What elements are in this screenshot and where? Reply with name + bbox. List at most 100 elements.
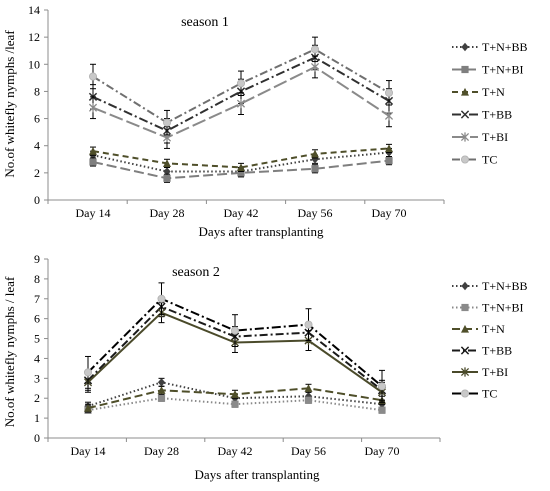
series-TC <box>89 36 393 136</box>
y-tick-label: 0 <box>34 431 40 445</box>
y-tick-label: 8 <box>34 84 40 98</box>
x-tick-label: Day 28 <box>150 206 185 220</box>
legend-entry: T+BI <box>452 130 508 144</box>
legend-label: T+N+BB <box>482 279 528 293</box>
series-T+N+BI <box>89 156 393 183</box>
data-point <box>231 400 239 408</box>
x-axis-label-season-2: Days after transplanting <box>195 467 320 482</box>
legend-label: T+BB <box>482 108 512 122</box>
legend-marker <box>460 110 470 119</box>
legend-label: T+N+BI <box>482 301 524 315</box>
y-axis-label-season-2: No.of whitefly nymphs / leaf <box>2 276 17 427</box>
data-point <box>304 396 313 404</box>
legend-marker <box>460 389 469 398</box>
data-point <box>377 382 386 391</box>
chart-title-season-1: season 1 <box>181 15 229 30</box>
chart-title-season-2: season 2 <box>172 265 220 280</box>
legend-entry: TC <box>452 387 497 401</box>
data-point <box>89 158 97 166</box>
data-point <box>84 404 92 412</box>
y-tick-label: 10 <box>28 57 40 71</box>
data-point <box>304 320 313 329</box>
x-tick-label: Day 56 <box>291 444 326 458</box>
legend-label: T+BI <box>482 130 508 144</box>
legend-entry: T+BI <box>452 365 508 379</box>
season-1-chart: season 1 Days after transplanting No.of … <box>2 3 528 239</box>
data-point <box>157 394 166 402</box>
legend-marker <box>461 324 469 333</box>
legend-label: T+N <box>482 85 505 99</box>
data-point <box>236 79 245 88</box>
data-point <box>236 99 246 109</box>
x-axis-label-season-1: Days after transplanting <box>199 224 324 239</box>
data-point <box>378 406 386 414</box>
series-T+N <box>89 143 393 172</box>
series-line <box>92 65 390 139</box>
y-tick-label: 4 <box>34 351 40 365</box>
legend-marker <box>460 346 470 355</box>
data-point <box>230 326 239 335</box>
y-tick-label: 5 <box>34 332 40 346</box>
x-tick-label: Day 14 <box>76 206 111 220</box>
legend-marker <box>461 303 469 312</box>
y-tick-label: 6 <box>34 312 40 326</box>
series-line <box>87 297 383 388</box>
data-point <box>157 378 166 387</box>
data-point <box>163 174 171 182</box>
data-point <box>163 167 171 176</box>
data-point <box>385 157 393 165</box>
y-tick-label: 3 <box>34 371 40 385</box>
x-tick-label: Day 56 <box>298 206 333 220</box>
x-tick-label: Day 42 <box>224 206 259 220</box>
data-point <box>163 159 171 167</box>
data-point <box>384 111 394 121</box>
legend-marker <box>460 132 470 142</box>
x-tick-label: Day 42 <box>218 444 253 458</box>
data-point <box>84 368 93 377</box>
data-point <box>237 169 245 177</box>
legend-marker <box>460 155 469 164</box>
y-tick-label: 14 <box>28 3 40 17</box>
x-tick-label: Day 28 <box>144 444 179 458</box>
data-point <box>89 72 98 81</box>
legend-marker <box>461 65 469 74</box>
x-tick-label: Day 70 <box>365 444 400 458</box>
legend-label: T+N <box>482 322 505 336</box>
data-point <box>89 147 97 155</box>
data-point <box>88 103 98 113</box>
legend-label: TC <box>482 387 497 401</box>
legend-entry: TC <box>452 153 497 167</box>
y-tick-label: 4 <box>34 139 40 153</box>
y-tick-label: 1 <box>34 411 40 425</box>
data-point <box>231 390 239 398</box>
y-tick-label: 2 <box>34 166 40 180</box>
data-point <box>304 384 313 392</box>
y-tick-label: 8 <box>34 272 40 286</box>
legend-entry: T+BB <box>452 344 512 358</box>
x-tick-label: Day 70 <box>372 206 407 220</box>
y-axis-label-season-1: No.of whitefly nymphs /leaf <box>2 30 17 178</box>
y-tick-label: 7 <box>34 292 40 306</box>
legend-entry: T+N+BI <box>452 63 524 77</box>
data-point <box>384 88 393 97</box>
legend-marker <box>460 367 470 377</box>
data-point <box>162 118 171 127</box>
series-line <box>92 147 390 169</box>
y-tick-label: 2 <box>34 391 40 405</box>
legend-entry: T+N <box>452 85 505 99</box>
data-point <box>237 163 245 172</box>
legend-entry: T+N+BB <box>452 279 528 293</box>
legend-label: T+N+BB <box>482 40 528 54</box>
series-T+N <box>84 383 386 413</box>
data-point <box>310 45 319 54</box>
data-point <box>385 144 393 153</box>
legend-entry: T+N+BB <box>452 40 528 54</box>
y-tick-label: 6 <box>34 112 40 126</box>
data-point <box>310 62 320 72</box>
legend-marker <box>461 42 469 52</box>
legend-label: T+BI <box>482 365 508 379</box>
data-point <box>157 386 166 394</box>
legend-entry: T+N <box>452 322 505 336</box>
